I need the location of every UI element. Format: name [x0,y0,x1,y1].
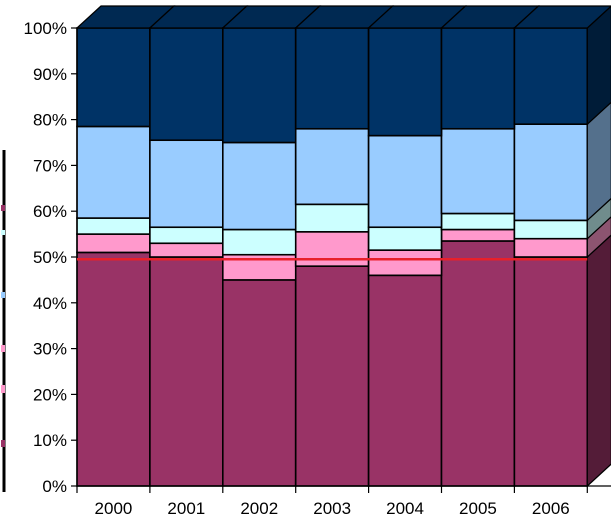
x-tick-label: 2004 [386,499,424,518]
bar-segment [367,27,443,137]
y-tick-label: 20% [33,385,67,404]
bar-segment [513,123,589,222]
bar-segment [513,256,589,487]
bar-segment [76,251,151,487]
bar-segment [367,249,443,277]
bar-segment [222,228,297,256]
bar-side-face [586,197,611,241]
x-tick-label: 2003 [313,499,351,518]
chart-back-layer [1,150,6,492]
y-tick-label: 40% [33,294,67,313]
bar-segment [440,127,516,215]
bar-segment [367,226,443,251]
bar-segment [513,27,589,125]
bar-segment [222,141,297,231]
bar-segment [76,27,151,128]
bar-segment [222,27,297,144]
bar-segment [149,226,224,245]
bar-segment [513,237,589,258]
bar-segment [149,27,224,142]
legend-swatch-fragment [1,345,5,352]
bar-segment [294,203,370,233]
legend-swatch-fragment [1,385,5,393]
bar-segment [149,139,224,229]
bar-top-face [512,5,611,29]
bar-segment [294,231,370,267]
bar-segment [294,265,370,487]
y-tick-label: 10% [33,431,67,450]
legend-swatch-fragment [1,292,5,298]
bar-segment [76,233,151,254]
bar-side-face [586,5,611,126]
x-tick-label: 2006 [532,499,570,518]
y-tick-label: 60% [33,202,67,221]
bar-segment [440,228,516,242]
bar-side-face [586,216,611,259]
bar-segment [367,134,443,229]
axes [71,27,611,493]
bar-segment [149,256,224,487]
x-tick-label: 2001 [167,499,205,518]
y-tick-label: 30% [33,340,67,359]
y-tick-label: 80% [33,111,67,130]
bar-segment [440,212,516,231]
legend-swatch-fragment [1,230,5,235]
bar-segment [222,279,297,487]
legend-swatch-fragment [1,205,5,211]
y-tick-label: 70% [33,156,67,175]
y-tick-label: 50% [33,248,67,267]
y-tick-label: 100% [24,19,67,38]
bar-segment [440,240,516,487]
bar-segment [294,27,370,130]
bar-segment [440,27,516,130]
x-tick-label: 2000 [95,499,133,518]
bar-side-face [586,234,611,488]
bar-segment [513,219,589,240]
x-tick-label: 2005 [459,499,497,518]
bar-segment [76,217,151,235]
bar-side-face [586,101,611,222]
y-tick-label: 90% [33,65,67,84]
y-tick-label: 0% [42,477,67,496]
tick-labels: 0% 10% 20% 30% 40% 50% 60% 70% 80% 90% 100% 2000 200… [24,19,570,518]
bar-segment [294,127,370,206]
bar-segment [149,242,224,258]
legend-swatch-fragment [1,440,5,447]
bar-segment [76,125,151,219]
bar-segment [367,274,443,487]
bar-segments [75,5,611,488]
x-tick-label: 2002 [240,499,278,518]
